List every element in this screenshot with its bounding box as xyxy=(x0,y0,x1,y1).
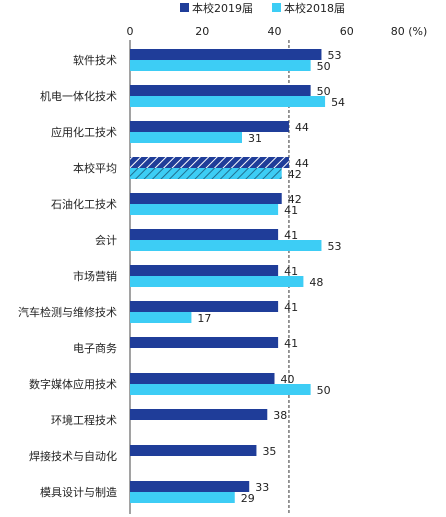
x-axis: 0 20 40 60 80 (%) xyxy=(127,25,428,38)
bar-2019 xyxy=(130,85,311,96)
bar-2018 xyxy=(130,240,322,251)
category-label: 机电一体化技术 xyxy=(40,89,117,103)
category-labels: 软件技术机电一体化技术应用化工技术本校平均石油化工技术会计市场营销汽车检测与维修… xyxy=(18,53,117,499)
legend-label-2018: 本校2018届 xyxy=(284,1,345,15)
bar-2018 xyxy=(130,204,279,215)
data-label: 44 xyxy=(295,157,309,170)
bar-2018 xyxy=(130,132,242,143)
data-label: 33 xyxy=(255,481,269,494)
bar-2018 xyxy=(130,168,282,179)
bar-2019 xyxy=(130,445,257,456)
data-label: 41 xyxy=(284,337,298,350)
data-label: 17 xyxy=(197,312,211,325)
data-label: 41 xyxy=(284,204,298,217)
category-label: 会计 xyxy=(95,234,117,247)
category-label: 数字媒体应用技术 xyxy=(29,377,117,391)
data-label: 31 xyxy=(248,132,262,145)
x-tick-label: 40 xyxy=(268,25,282,38)
bar-2019 xyxy=(130,373,275,384)
category-label: 汽车检测与维修技术 xyxy=(18,305,117,319)
data-label: 40 xyxy=(281,373,295,386)
bar-2018 xyxy=(130,276,304,287)
category-label: 环境工程技术 xyxy=(51,413,117,427)
bar-2018 xyxy=(130,384,311,395)
x-tick-label: 20 xyxy=(195,25,209,38)
category-label: 模具设计与制造 xyxy=(40,485,117,499)
category-label: 电子商务 xyxy=(73,341,117,355)
data-label: 44 xyxy=(295,121,309,134)
data-label: 50 xyxy=(317,85,331,98)
x-tick-label: 0 xyxy=(127,25,134,38)
data-label: 50 xyxy=(317,384,331,397)
legend: 本校2019届 本校2018届 xyxy=(180,1,345,15)
category-label: 市场营销 xyxy=(73,269,117,283)
legend-swatch-2019 xyxy=(180,3,189,12)
data-label: 41 xyxy=(284,229,298,242)
legend-swatch-2018 xyxy=(272,3,281,12)
bar-2019 xyxy=(130,481,250,492)
bar-2019 xyxy=(130,337,279,348)
data-labels: 5350505444314442424141534148411741405038… xyxy=(197,49,345,505)
category-label: 软件技术 xyxy=(73,53,117,67)
bar-2019 xyxy=(130,49,322,60)
data-label: 48 xyxy=(309,276,323,289)
bar-2019 xyxy=(130,301,279,312)
data-label: 53 xyxy=(327,240,341,253)
bars xyxy=(130,49,326,503)
data-label: 42 xyxy=(288,193,302,206)
bar-2019 xyxy=(130,265,279,276)
bar-2018 xyxy=(130,312,192,323)
data-label: 42 xyxy=(288,168,302,181)
bar-2018 xyxy=(130,96,326,107)
data-label: 41 xyxy=(284,265,298,278)
data-label: 29 xyxy=(241,492,255,505)
bar-2018 xyxy=(130,60,311,71)
x-tick-label: 80 (%) xyxy=(391,25,428,38)
data-label: 53 xyxy=(327,49,341,62)
bar-2018 xyxy=(130,492,235,503)
bar-2019 xyxy=(130,157,289,168)
category-label: 应用化工技术 xyxy=(51,125,117,139)
bar-2019 xyxy=(130,229,279,240)
category-label: 焊接技术与自动化 xyxy=(29,449,117,463)
x-tick-label: 60 xyxy=(340,25,354,38)
data-label: 35 xyxy=(262,445,276,458)
data-label: 38 xyxy=(273,409,287,422)
data-label: 50 xyxy=(317,60,331,73)
category-label: 石油化工技术 xyxy=(51,197,117,211)
legend-label-2019: 本校2019届 xyxy=(192,1,253,15)
bar-2019 xyxy=(130,121,289,132)
category-label: 本校平均 xyxy=(73,161,117,175)
data-label: 54 xyxy=(331,96,345,109)
bar-2019 xyxy=(130,193,282,204)
data-label: 41 xyxy=(284,301,298,314)
bar-2019 xyxy=(130,409,268,420)
